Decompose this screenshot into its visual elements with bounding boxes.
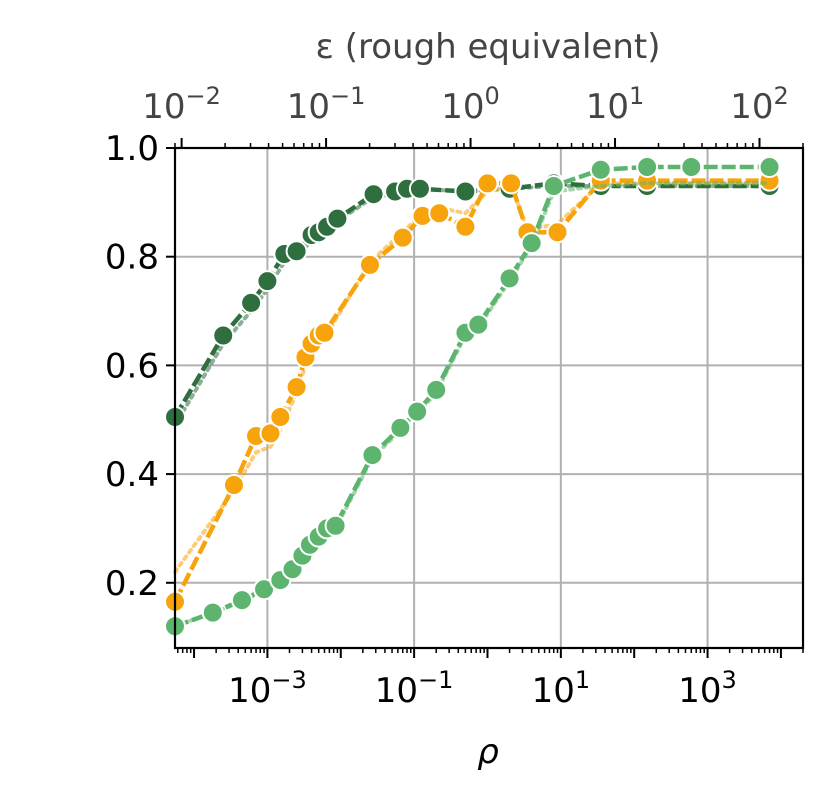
x-axis-title: ρ [477, 732, 499, 772]
series-0-point [285, 240, 308, 263]
series-1-point [476, 172, 499, 195]
series-1-point [285, 376, 308, 399]
series-2-point [680, 156, 703, 179]
series-2-point [520, 232, 543, 255]
y-tick-label: 0.6 [105, 346, 159, 386]
top-axis-title: ε (rough equivalent) [316, 27, 661, 67]
series-2-point [406, 400, 429, 423]
x-tick-label: 10−1 [375, 666, 454, 711]
top-tick-label: 102 [730, 82, 789, 127]
series-0-point [454, 180, 477, 203]
series-1-point [313, 321, 336, 344]
x-tick-label: 10−3 [228, 666, 307, 711]
series-1-line [172, 178, 770, 603]
series-1-point [259, 422, 282, 445]
series-2-point [230, 589, 253, 612]
series-0-point [256, 270, 279, 293]
y-tick-label: 0.8 [105, 238, 159, 278]
series-2-point [758, 156, 781, 179]
series-2 [164, 156, 781, 638]
series-2-line [174, 164, 770, 629]
series-1-point [546, 221, 569, 244]
series-2-point [636, 156, 659, 179]
series-0-point [326, 207, 349, 230]
series-2-point [361, 444, 384, 467]
top-tick-label: 10−2 [142, 82, 221, 127]
series-0-point [240, 291, 263, 314]
axes: 0.2 0.4 0.6 0.8 1.0 10−3 10−1 101 103 10−2 10−1 100… [105, 82, 804, 711]
series-1-point [358, 253, 381, 276]
series-2-point [324, 514, 347, 537]
series-1-point [500, 172, 523, 195]
series-0-point [212, 324, 235, 347]
x-tick-label: 103 [678, 666, 737, 711]
series-1-point [428, 202, 451, 225]
series-2-point [389, 416, 412, 439]
plot-frame [173, 146, 805, 650]
y-tick-label: 0.2 [105, 564, 159, 604]
top-tick-label: 10−1 [287, 82, 366, 127]
x-tick-label: 101 [532, 666, 591, 711]
series-2-point [498, 267, 521, 290]
series-1 [164, 169, 781, 613]
grid [175, 147, 803, 648]
series-0-point [408, 177, 431, 200]
series-0-point [362, 183, 385, 206]
series-2-point [253, 578, 276, 601]
series-1-dotted-line [173, 181, 772, 574]
series-2-point [201, 601, 224, 624]
series-2-point [542, 175, 565, 198]
series-2-point [467, 313, 490, 336]
series-1-point [222, 473, 245, 496]
y-tick-label: 1.0 [105, 129, 159, 169]
series-1-point [269, 406, 292, 429]
series-1-point [391, 226, 414, 249]
y-tick-label: 0.4 [105, 455, 159, 495]
series-2-point [425, 378, 448, 401]
series-2-dotted-line [173, 181, 772, 629]
top-tick-label: 100 [441, 82, 500, 127]
series-1-point [454, 215, 477, 238]
series-layer [164, 156, 781, 638]
top-tick-label: 101 [586, 82, 645, 127]
series-2-point [589, 158, 612, 181]
